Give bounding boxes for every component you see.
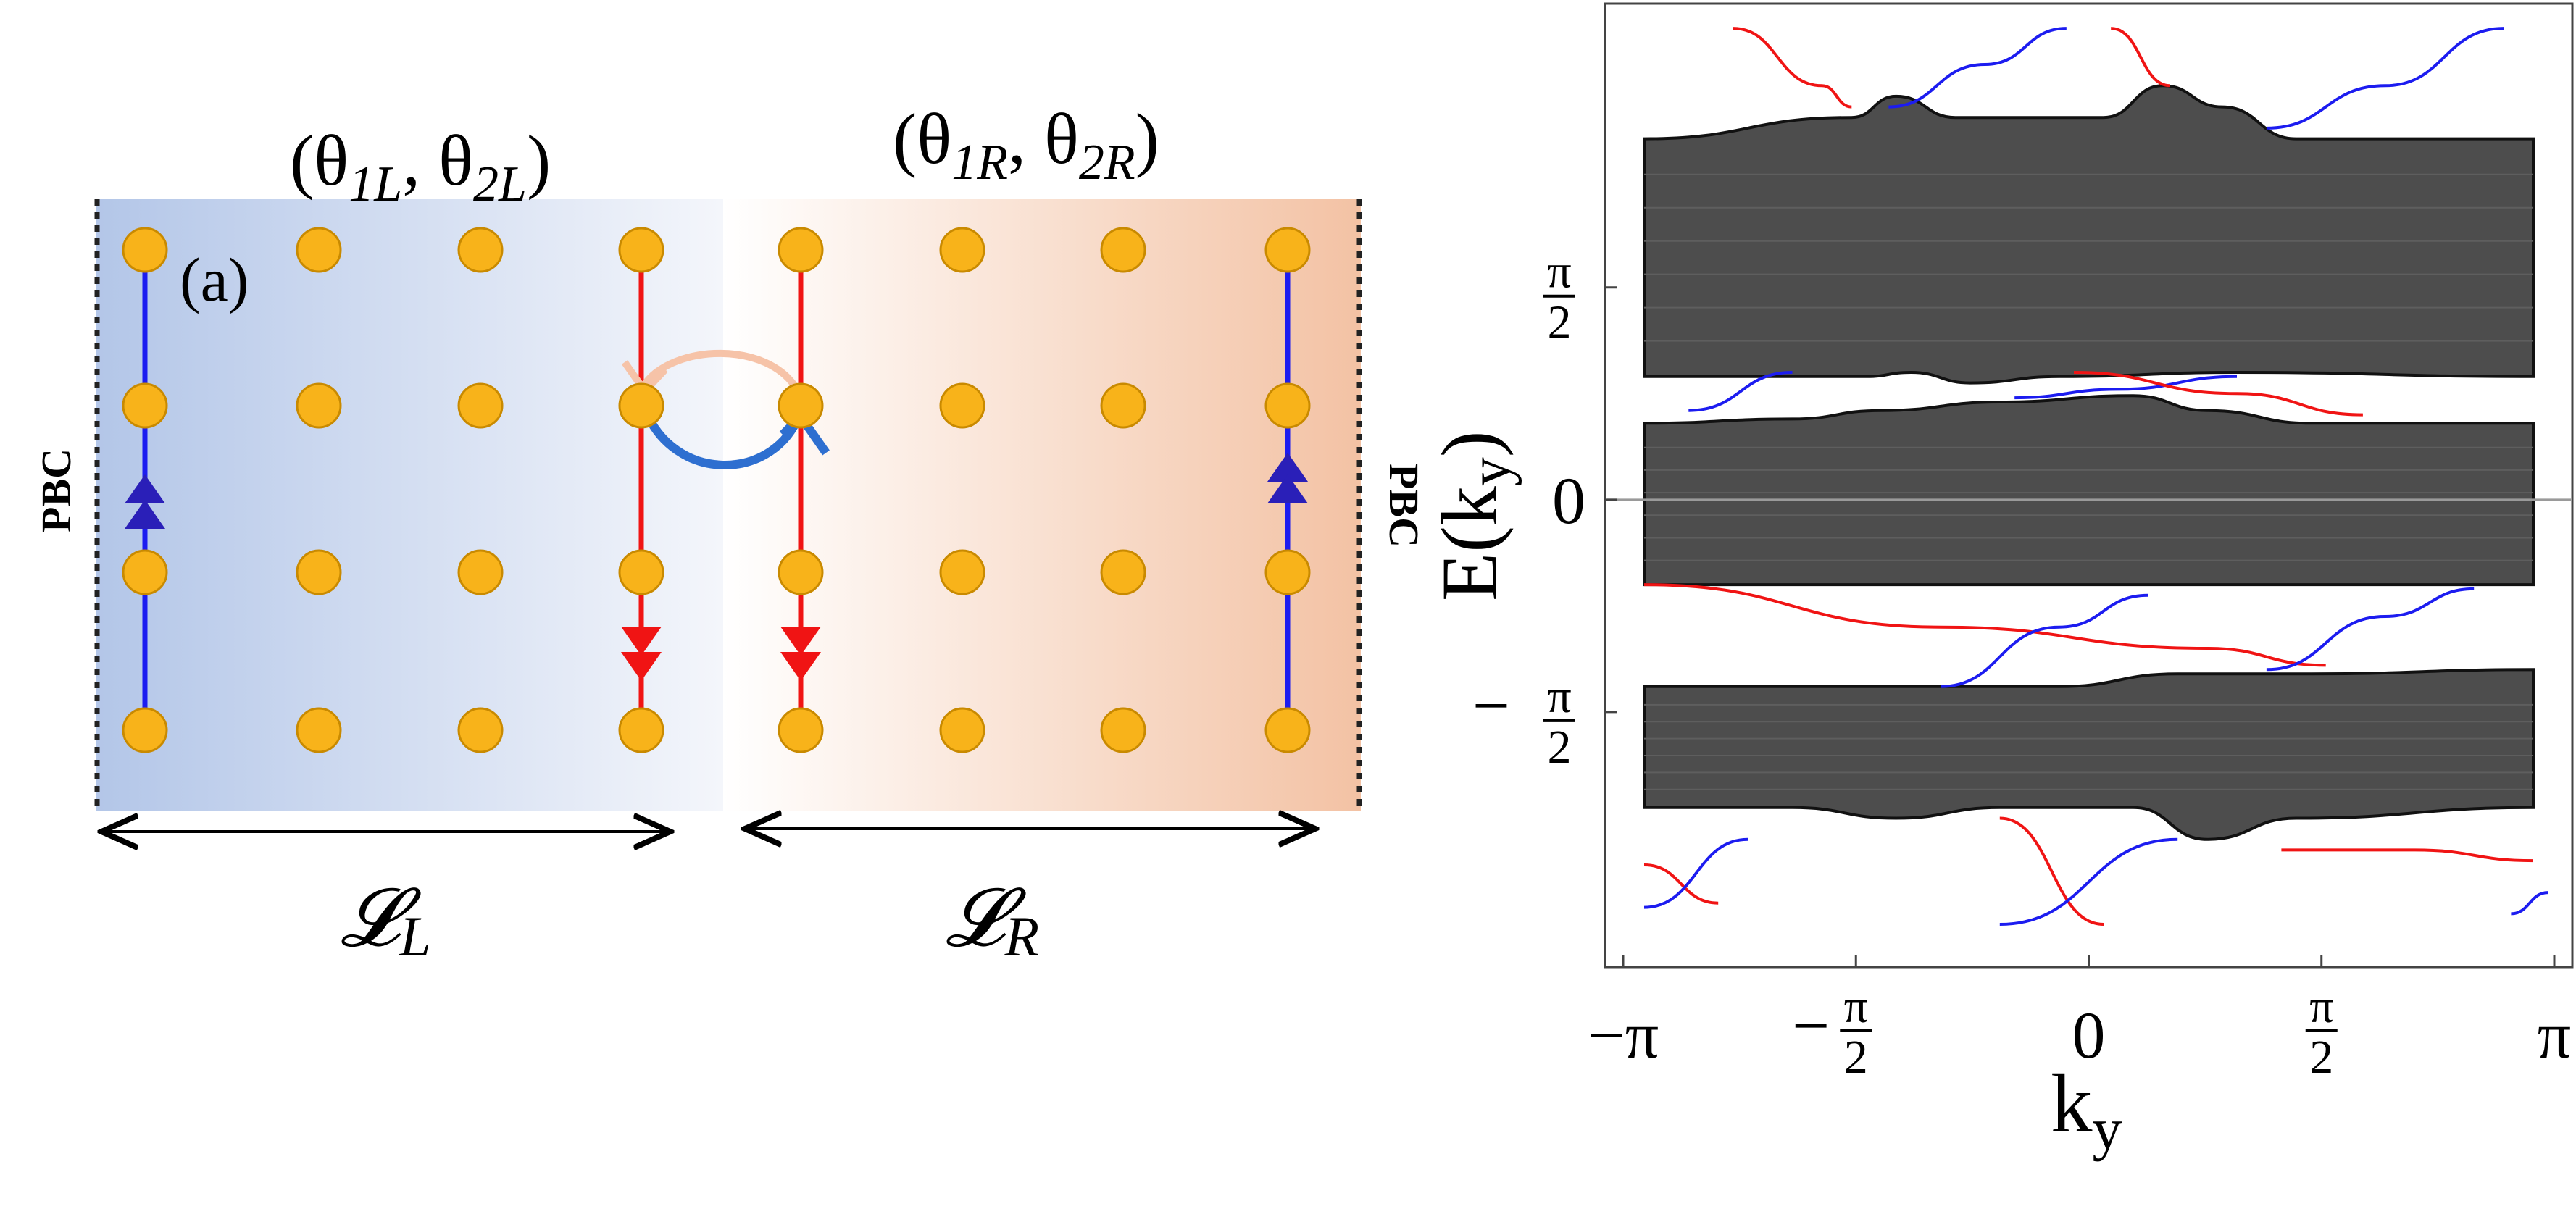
lattice-site-r3-c5 — [939, 707, 985, 753]
down-arrow-left — [621, 627, 662, 681]
plot-content — [1607, 27, 2571, 926]
edge-blue-top-right — [2266, 27, 2504, 130]
edge-red-gap-upper — [2073, 371, 2363, 417]
edge-red-bottom-mid — [1999, 816, 2104, 926]
edge-blue-bottom-left — [1643, 837, 1748, 909]
edge-blue-lower-gap-right — [2266, 587, 2475, 672]
edge-red-bottom-right — [2281, 848, 2534, 863]
lattice-site-r1-c1 — [296, 382, 342, 429]
y-tick-label-1: 0 — [1552, 464, 1585, 537]
edge-red-top-left — [1733, 27, 1852, 109]
x-tick-label-1-sign: − — [1792, 989, 1830, 1063]
x-tick-label-2: 0 — [2072, 998, 2106, 1072]
y-tick-label-2-numerator: π — [1547, 670, 1571, 723]
lattice-site-r1-c3 — [618, 382, 664, 429]
middle-bulk-band — [1643, 394, 2535, 587]
lattice-site-r0-c1 — [296, 227, 342, 273]
lattice-site-r1-c0 — [122, 382, 168, 429]
lattice-site-r2-c6 — [1100, 549, 1146, 595]
lattice-sites — [122, 227, 1311, 753]
right-parameters-label: (θ1R, θ2R) — [893, 99, 1159, 191]
lattice-site-r0-c4 — [778, 227, 824, 273]
up-arrow-left — [125, 474, 165, 529]
down-arrow-right — [780, 627, 821, 681]
lattice-site-r2-c1 — [296, 549, 342, 595]
left-region-background — [96, 199, 723, 811]
y-tick-label-0-numerator: π — [1547, 246, 1571, 298]
y-axis-label: E(ky) — [1425, 431, 1522, 601]
lattice-site-r2-c7 — [1264, 549, 1311, 595]
length-label-right: 𝓛R — [946, 874, 1039, 968]
x-tick-label-4: π — [2538, 998, 2571, 1072]
lattice-site-r2-c5 — [939, 549, 985, 595]
y-tick-label-2-denominator: 2 — [1548, 721, 1572, 774]
lattice-site-r0-c0 — [122, 227, 168, 273]
hop-arrow-light — [641, 349, 801, 392]
pbc-label-right: PBC — [1380, 464, 1427, 548]
x-tick-label-1-numerator: π — [1844, 980, 1868, 1033]
y-tick-label-0-denominator: 2 — [1548, 296, 1572, 349]
edge-blue-top — [1888, 27, 2067, 109]
lattice-site-r1-c5 — [939, 382, 985, 429]
lattice-site-r2-c4 — [778, 549, 824, 595]
edge-red-bottom-left — [1643, 863, 1719, 905]
lattice-site-r3-c6 — [1100, 707, 1146, 753]
right-region-background — [723, 199, 1361, 811]
edge-blue-gap-upper — [1688, 371, 1793, 412]
length-label-left: 𝓛L — [341, 874, 431, 968]
edge-blue-gap-upper-right — [2014, 375, 2238, 400]
lattice-site-r2-c2 — [457, 549, 504, 595]
lattice-site-r3-c7 — [1264, 707, 1311, 753]
lattice-site-r2-c3 — [618, 549, 664, 595]
lower-bulk-band — [1643, 668, 2535, 841]
lattice-site-r1-c6 — [1100, 382, 1146, 429]
x-tick-label-0: −π — [1588, 998, 1659, 1072]
lattice-site-r0-c3 — [618, 227, 664, 273]
edge-blue-lower-gap — [1940, 593, 2148, 688]
lattice-site-r1-c2 — [457, 382, 504, 429]
lattice-site-r2-c0 — [122, 549, 168, 595]
lattice-site-r3-c0 — [122, 707, 168, 753]
edge-red-top-mid — [2111, 27, 2171, 88]
x-tick-label-1-denominator: 2 — [1844, 1031, 1868, 1084]
panel-a: (a) (θ1L, θ2L) (θ1R, θ2R) PBC PBC 𝓛L 𝓛R — [33, 99, 1427, 968]
x-axis-label: ky — [2051, 1058, 2122, 1162]
lattice-site-r0-c6 — [1100, 227, 1146, 273]
x-tick-label-3-numerator: π — [2309, 980, 2333, 1033]
edge-blue-bottom-right — [2511, 891, 2548, 916]
lattice-site-r0-c5 — [939, 227, 985, 273]
panel-label: (a) — [180, 245, 249, 314]
lattice-site-r3-c4 — [778, 707, 824, 753]
lattice-site-r3-c3 — [618, 707, 664, 753]
lattice-site-r0-c2 — [457, 227, 504, 273]
lattice-site-r1-c7 — [1264, 382, 1311, 429]
lattice-site-r1-c4 — [778, 382, 824, 429]
upper-bulk-band — [1643, 84, 2535, 385]
up-arrow-right — [1267, 453, 1308, 503]
edge-blue-bottom-mid — [1999, 837, 2178, 926]
y-tick-label-2-sign: − — [1472, 669, 1510, 742]
lattice-site-r3-c2 — [457, 707, 504, 753]
lattice-site-r3-c1 — [296, 707, 342, 753]
lattice-site-r0-c7 — [1264, 227, 1311, 273]
hop-arrow-dark — [641, 407, 801, 469]
left-parameters-label: (θ1L, θ2L) — [290, 120, 551, 212]
x-tick-label-3-denominator: 2 — [2309, 1031, 2333, 1084]
pbc-label-left: PBC — [33, 448, 80, 532]
